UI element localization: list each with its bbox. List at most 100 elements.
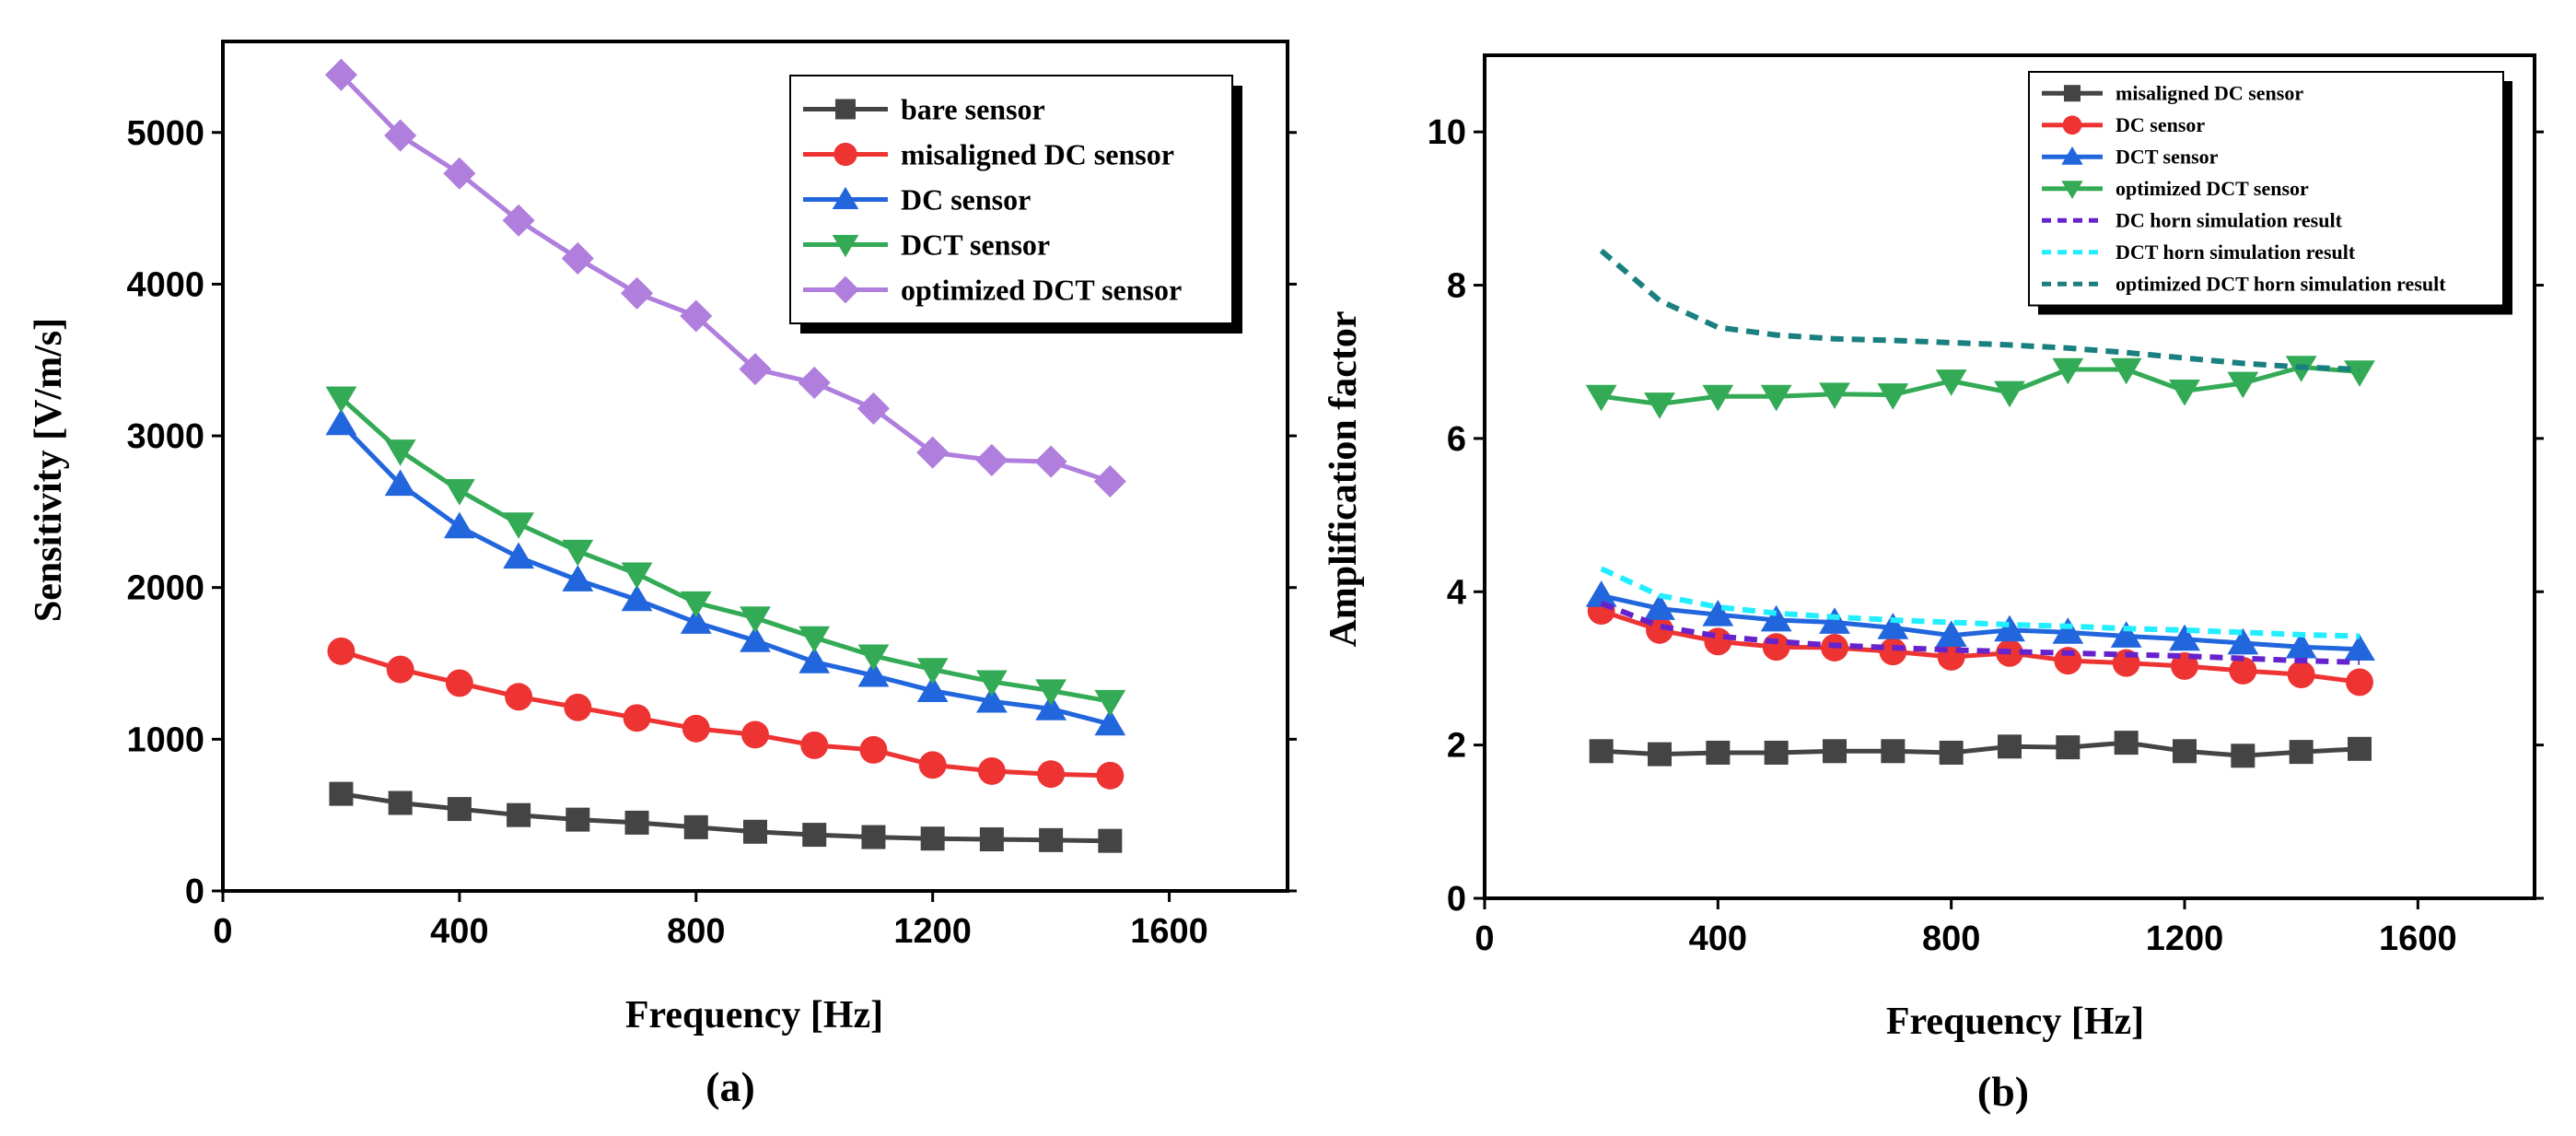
chart-b-xlabel: Frequency [Hz]: [1886, 1001, 2144, 1043]
chart-b-point-dct-sensor: [1760, 604, 1792, 632]
chart-b-point-dct-sensor: [1877, 613, 1909, 639]
chart-b-xtick-label: 1200: [2146, 919, 2224, 958]
chart-a-point-dct-sensor: [1094, 689, 1126, 717]
chart-b-series-misaligned-dc-sensor: [1589, 731, 2372, 768]
chart-a-point-misaligned-dc-sensor: [800, 731, 829, 759]
chart-a-legend-label: optimized DCT sensor: [901, 274, 1182, 307]
chart-b-point-dc-sensor: [2054, 647, 2082, 675]
chart-b-series-dct-sensor: [1585, 580, 2375, 662]
chart-a-point-dc-sensor: [740, 626, 771, 652]
chart-a-point-misaligned-dc-sensor: [564, 693, 592, 721]
chart-b-point-dc-sensor: [2287, 661, 2315, 689]
chart-b-line-dct-sensor: [1601, 592, 2360, 652]
chart-b-ytick-label: 10: [1428, 113, 1466, 152]
chart-b-point-dc-sensor: [2171, 652, 2198, 680]
chart-b-legend-marker-dc-sensor: [2062, 115, 2082, 135]
chart-a-legend: bare sensor misaligned DC sensor DC sensor…: [789, 75, 1242, 334]
chart-b-point-optimized-dct-sensor: [2227, 371, 2259, 399]
chart-b-series-optimized-dct-sensor: [1585, 356, 2375, 419]
chart-a-point-misaligned-dc-sensor: [859, 735, 888, 764]
chart-b: Amplification factor Frequency [Hz] (b) …: [1323, 53, 2544, 1115]
chart-a-point-dct-sensor: [503, 512, 535, 539]
chart-b-point-dc-sensor: [2346, 668, 2373, 697]
chart-a-point-misaligned-dc-sensor: [741, 720, 769, 749]
chart-b-point-optimized-dct-sensor: [1994, 381, 2025, 408]
chart-b-xtick-label: 800: [1922, 919, 1980, 958]
chart-a-point-misaligned-dc-sensor: [1096, 761, 1125, 790]
chart-b-point-dct-sensor: [1585, 580, 1617, 607]
chart-a-point-misaligned-dc-sensor: [505, 683, 533, 711]
chart-a-point-dct-sensor: [975, 670, 1008, 697]
chart-a-point-optimized-dct-sensor: [916, 436, 950, 469]
chart-a-point-bare-sensor: [802, 823, 827, 848]
chart-a-point-optimized-dct-sensor: [443, 157, 476, 190]
chart-b-point-misaligned-dc-sensor: [1881, 739, 1906, 764]
chart-b-point-dct-sensor: [2344, 634, 2375, 662]
chart-b-legend-marker-optimized-dct-sensor: [2061, 181, 2083, 199]
chart-a-point-optimized-dct-sensor: [680, 299, 713, 333]
chart-b-point-dct-sensor: [2169, 624, 2200, 651]
chart-a-point-dc-sensor: [443, 511, 475, 539]
chart-b-point-misaligned-dc-sensor: [1764, 740, 1789, 765]
chart-a-point-dct-sensor: [562, 539, 594, 567]
chart-a-point-dc-sensor: [562, 565, 594, 591]
chart-b-point-dct-sensor: [1644, 593, 1675, 620]
chart-a-xtick-label: 400: [430, 912, 488, 951]
chart-a-point-optimized-dct-sensor: [1034, 445, 1067, 478]
chart-b-ylabel: Amplification factor: [1323, 310, 1365, 647]
chart-a-point-dc-sensor: [503, 542, 535, 569]
chart-b-xtick-label: 400: [1689, 919, 1747, 958]
chart-a-point-optimized-dct-sensor: [798, 366, 831, 399]
chart-b-point-dc-sensor: [1879, 638, 1907, 666]
chart-a-point-optimized-dct-sensor: [975, 443, 1008, 476]
chart-b-point-dct-sensor: [2052, 617, 2084, 644]
chart-a-point-misaligned-dc-sensor: [977, 756, 1006, 785]
chart-b-point-dct-sensor: [1935, 620, 1967, 648]
chart-a-point-optimized-dct-sensor: [857, 392, 890, 425]
chart-b-point-optimized-dct-sensor: [1585, 384, 1617, 412]
chart-a-series-misaligned-dc-sensor: [327, 637, 1125, 790]
chart-a-point-bare-sensor: [920, 826, 945, 851]
chart-b-line-dc-horn-simulation-result: [1600, 601, 2360, 665]
chart-a-point-dct-sensor: [384, 439, 416, 466]
chart-b-ytick-label: 2: [1447, 727, 1466, 766]
chart-a-legend-marker-bare-sensor: [835, 99, 856, 120]
chart-b-point-misaligned-dc-sensor: [2056, 735, 2081, 760]
chart-b-legend-label: optimized DCT sensor: [2116, 177, 2309, 200]
chart-b-point-misaligned-dc-sensor: [2231, 744, 2255, 768]
chart-a-point-optimized-dct-sensor: [561, 241, 594, 275]
chart-a-point-misaligned-dc-sensor: [682, 714, 710, 743]
chart-a-point-dct-sensor: [621, 562, 653, 590]
chart-b-legend-label: DC horn simulation result: [2116, 208, 2343, 231]
chart-b-ytick-label: 6: [1447, 420, 1466, 459]
chart-a-point-optimized-dct-sensor: [621, 276, 654, 310]
chart-a-point-dc-sensor: [680, 607, 712, 634]
chart-a-legend-label: DCT sensor: [901, 228, 1050, 262]
chart-a-point-bare-sensor: [743, 819, 767, 844]
chart-a-point-bare-sensor: [507, 802, 531, 827]
chart-a-point-optimized-dct-sensor: [502, 204, 535, 237]
chart-b-legend: misaligned DC sensor DC sensor DCT sensor o…: [2028, 71, 2512, 315]
chart-a-xtick-label: 1600: [1130, 912, 1208, 951]
chart-b-ytick-label: 4: [1447, 573, 1466, 612]
chart-b-legend-label: DCT horn simulation result: [2116, 240, 2356, 264]
chart-a-point-dct-sensor: [798, 626, 831, 653]
chart-b-point-dct-sensor: [2110, 621, 2142, 648]
chart-a-ytick-label: 2000: [126, 569, 204, 608]
chart-b-legend-label: DCT sensor: [2116, 145, 2219, 168]
chart-b-series-dct-horn-simulation-result: [1600, 566, 2360, 639]
chart-a-point-dc-sensor: [975, 685, 1008, 713]
chart-b-point-dct-sensor: [2227, 627, 2259, 655]
chart-a-series-dct-sensor: [325, 386, 1126, 717]
chart-a-ytick-label: 4000: [126, 265, 204, 304]
chart-a-point-misaligned-dc-sensor: [327, 637, 356, 665]
chart-a-xlabel: Frequency [Hz]: [625, 994, 883, 1036]
chart-a-point-dc-sensor: [325, 408, 357, 436]
chart-a-ylabel: Sensitivity [V/m/s]: [28, 318, 70, 622]
chart-b-point-dct-sensor: [1819, 607, 1850, 634]
chart-a-point-dc-sensor: [384, 469, 416, 497]
chart-a-point-bare-sensor: [565, 807, 590, 832]
chart-a-point-misaligned-dc-sensor: [386, 655, 414, 684]
chart-a-point-dct-sensor: [740, 606, 771, 633]
